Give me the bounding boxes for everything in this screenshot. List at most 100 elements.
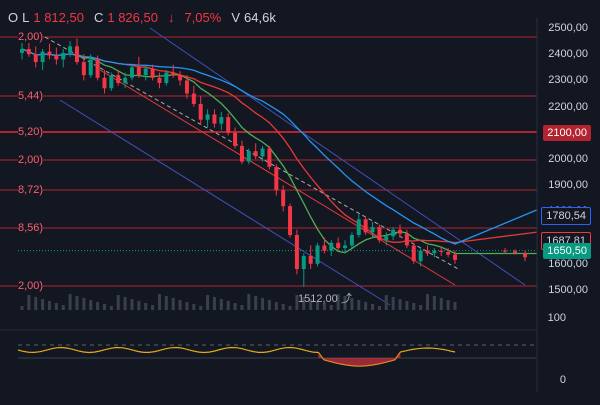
price-tag: 1650,50 [543, 242, 591, 259]
volume-bar [116, 295, 120, 310]
candle-body [95, 59, 100, 78]
ohlc-legend: O L 1 812,50 C 1 826,50 ↓ 7,05% V 64,6k [8, 10, 276, 25]
level-label: 2,00) [18, 31, 44, 43]
volume-bar [247, 294, 251, 310]
volume-bar [295, 295, 299, 310]
candle-body [219, 117, 224, 124]
volume-bar [54, 303, 58, 310]
candle-body [102, 77, 107, 89]
volume-bar [412, 303, 416, 310]
candle-body [288, 206, 293, 235]
candle-body [26, 48, 31, 55]
candle-body [391, 229, 396, 237]
volume-bar [371, 304, 375, 310]
volume-bar [171, 298, 175, 310]
volume-bar [226, 301, 230, 310]
volume-bar [89, 300, 93, 310]
candle-body [281, 190, 286, 207]
price-axis-label: 2300,00 [548, 74, 588, 87]
volume-bar [47, 301, 51, 310]
volume-bar [219, 299, 223, 310]
ma-green-line [21, 48, 537, 255]
candle-body [267, 148, 272, 167]
open-label: O [8, 10, 19, 25]
volume-bar [34, 297, 38, 310]
volume-bar [102, 304, 106, 310]
volume-bar [137, 301, 141, 310]
candle-body [322, 245, 327, 251]
volume-bar [426, 294, 430, 310]
candle-body [54, 55, 59, 60]
volume-bar [419, 305, 423, 310]
candle-body [109, 75, 114, 89]
volume-bar [384, 295, 388, 310]
volume-bar [41, 299, 45, 310]
candle-body [136, 67, 141, 76]
low-annotation: 1512,00 ⤴ [298, 290, 352, 306]
ma-red-line [21, 48, 538, 244]
candle-body [294, 234, 299, 270]
candle-body [205, 114, 210, 120]
candle-body [384, 236, 389, 241]
volume-bar [329, 305, 333, 310]
candle-body [398, 229, 403, 234]
volume-bar [185, 302, 189, 310]
candle-body [523, 253, 527, 258]
change-arrow: ↓ [167, 10, 175, 25]
volume-bar [302, 297, 306, 310]
candle-body [212, 114, 217, 124]
candle-body [68, 46, 73, 53]
indicator-axis-label: 100 [547, 312, 566, 324]
level-label: 5,44) [18, 90, 44, 102]
candle-body [239, 145, 244, 162]
volume-bar [254, 296, 258, 310]
trend-dashed-line [44, 36, 461, 271]
volume-bar [164, 296, 168, 310]
candle-body [226, 117, 231, 133]
indicator-axis-label: 0 [559, 374, 566, 386]
candle-body [315, 245, 320, 264]
candle-body [143, 68, 148, 76]
volume-bar [233, 303, 237, 310]
candle-body [191, 93, 196, 104]
arrow-up-icon: ⤴ [340, 293, 352, 305]
candle-body [129, 67, 134, 78]
volume-bar [336, 294, 340, 310]
price-axis-label: 1600,00 [548, 257, 588, 270]
volume-bar [350, 298, 354, 310]
candle-body [47, 51, 52, 56]
volume-bar [199, 306, 203, 310]
candle-body [157, 77, 162, 84]
candle-body [377, 227, 382, 241]
candle-body [198, 103, 203, 120]
volume-bar [123, 297, 127, 310]
price-axis-label: 1900,00 [548, 179, 588, 192]
price-axis-label: 2400,00 [548, 48, 588, 61]
candle-body [274, 166, 279, 191]
price-axis-label: 2200,00 [548, 100, 588, 113]
price-axis-label: 1500,00 [548, 284, 588, 296]
oscillator-dip-fill [318, 352, 401, 366]
candle-body [164, 72, 169, 84]
candle-body [446, 252, 451, 255]
candle-body [233, 132, 238, 146]
candle-body [439, 250, 444, 253]
volume-bar [151, 305, 155, 310]
volume-bar [20, 306, 24, 310]
volume-bar [192, 304, 196, 310]
volume-bar [398, 299, 402, 310]
volume-bar [61, 305, 65, 310]
level-label: 2,00) [18, 154, 44, 166]
volume-bar [82, 298, 86, 310]
candle-body [33, 54, 38, 63]
candle-body [513, 251, 517, 254]
volume-value: 64,6k [244, 10, 276, 25]
candle-body [503, 250, 507, 252]
candle-body [88, 59, 93, 76]
level-label: 8,56) [18, 222, 44, 234]
change-value: 7,05% [184, 10, 222, 25]
volume-bar [75, 296, 79, 310]
volume-bar [109, 306, 113, 310]
